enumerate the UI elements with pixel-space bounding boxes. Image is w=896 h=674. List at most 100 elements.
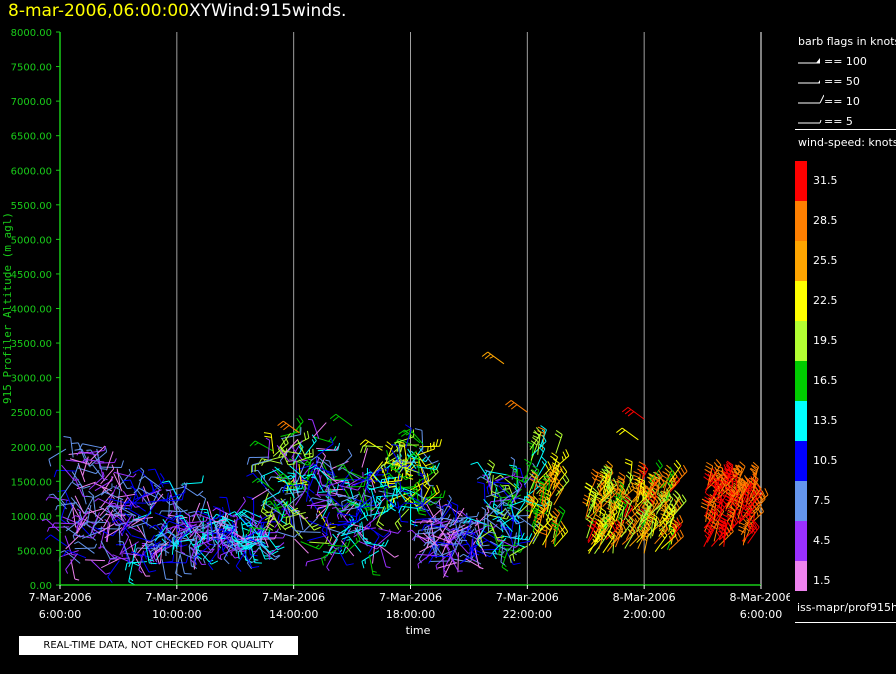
wind-barb (90, 447, 108, 466)
x-tick-date: 8-Mar-2006 (613, 591, 676, 604)
wind-barb (166, 482, 188, 492)
colorbar-segment (795, 241, 807, 281)
wind-barb (457, 511, 480, 520)
wind-barb (119, 532, 130, 555)
wind-barb (340, 540, 355, 557)
wind-barb (290, 430, 310, 448)
wind-barb (442, 504, 460, 523)
wind-barb (310, 455, 333, 470)
wind-barb (277, 420, 300, 434)
colorbar-segment (795, 201, 807, 241)
half-barb-icon (798, 119, 822, 124)
wind-barb (257, 539, 279, 555)
wind-barb (44, 534, 68, 547)
wind-barb (506, 474, 530, 484)
colorbar-label: 25.5 (813, 254, 838, 267)
wind-barb (417, 551, 435, 569)
wind-barb (393, 461, 416, 466)
wind-barb (82, 526, 102, 539)
quality-warning-note: REAL-TIME DATA, NOT CHECKED FOR QUALITY (19, 636, 298, 655)
wind-barb (162, 492, 185, 502)
wind-barb (304, 456, 312, 480)
wind-barb (532, 520, 544, 545)
wind-barb (265, 533, 285, 551)
wind-barb (554, 525, 569, 547)
wind-barb (120, 499, 123, 520)
wind-barb (724, 460, 734, 485)
wind-barb (107, 560, 120, 583)
wind-barb (365, 539, 389, 547)
wind-barb (418, 447, 439, 464)
x-tick-date: 7-Mar-2006 (379, 591, 442, 604)
wind-barb (202, 543, 217, 564)
wind-barb (138, 550, 145, 574)
wind-barb (84, 490, 95, 515)
wind-barb (217, 537, 223, 561)
wind-barb (298, 531, 321, 536)
wind-barb (417, 494, 442, 505)
wind-speed-legend: wind-speed: knots 31.5 28.5 25.5 22.5 19.5 16… (795, 131, 896, 591)
wind-barb (465, 558, 484, 570)
wind-barb (548, 476, 561, 500)
wind-barb (48, 448, 67, 467)
wind-barb (428, 514, 451, 520)
x-tick-time: 18:00:00 (386, 608, 435, 621)
wind-barb (486, 512, 496, 534)
wind-barb (411, 453, 420, 477)
wind-barb (175, 553, 183, 578)
wind-barb (106, 451, 114, 471)
wind-barb (103, 509, 114, 528)
colorbar-segment (795, 441, 807, 481)
wind-barb (389, 487, 396, 512)
wind-barb (507, 513, 515, 538)
wind-barb (505, 400, 528, 413)
wind-barb (584, 482, 593, 507)
wind-barb (100, 491, 124, 501)
wind-barb (485, 486, 507, 498)
wind-barb (233, 514, 238, 538)
wind-barb (106, 522, 111, 543)
wind-barb (601, 501, 618, 522)
barb-legend: barb flags in knots == 100 == 50 == 10 =… (795, 30, 896, 129)
wind-barb (192, 513, 215, 521)
wind-barb (363, 510, 380, 529)
wind-barb (529, 427, 542, 450)
wind-barb (165, 485, 186, 500)
wind-barb (94, 483, 113, 498)
wind-barb (217, 527, 233, 547)
wind-barb (177, 523, 198, 537)
wind-barb (121, 512, 131, 537)
wind-barb (497, 538, 520, 548)
colorbar-segment (795, 521, 807, 561)
wind-barb (672, 494, 687, 517)
wind-barb (72, 507, 77, 528)
wind-barb (276, 444, 294, 462)
wind-barb (510, 456, 516, 480)
wind-barb (360, 445, 383, 454)
wind-barb (445, 539, 459, 559)
wind-barb (133, 541, 148, 558)
wind-barb (339, 502, 361, 512)
wind-barb (706, 494, 717, 518)
wind-barb (231, 537, 255, 550)
wind-barb (624, 458, 633, 482)
wind-barb (665, 477, 673, 502)
wind-barb (538, 511, 554, 533)
wind-barb (277, 479, 295, 499)
wind-barb (242, 522, 262, 540)
wind-barb (342, 479, 365, 487)
wind-barb (206, 501, 214, 521)
y-tick-label: 7000.00 (11, 97, 52, 108)
x-tick-time: 22:00:00 (503, 608, 552, 621)
wind-barb (280, 427, 302, 440)
wind-barb (349, 471, 374, 481)
y-tick-labels: 0.00 500.00 1000.00 1500.00 2000.00 2500.00 30… (11, 28, 52, 592)
wind-barb (414, 553, 438, 559)
wind-barb (76, 467, 100, 475)
wind-barb (481, 517, 503, 531)
wind-barb (164, 520, 188, 529)
wind-barb (166, 555, 189, 564)
wind-barb (431, 549, 454, 558)
wind-barb (57, 489, 74, 510)
wind-barb (74, 495, 85, 514)
